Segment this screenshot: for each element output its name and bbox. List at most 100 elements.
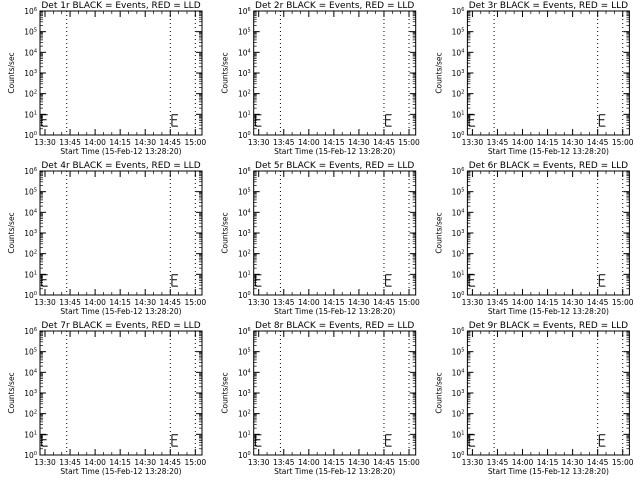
y-tick-label: 101 — [24, 270, 37, 279]
x-axis-label: Start Time (15-Feb-12 13:28:20) — [274, 307, 395, 316]
x-tick-label: 14:15 — [323, 458, 345, 467]
y-axis-label: Counts/sec — [221, 372, 230, 413]
y-tick-label: 104 — [24, 368, 37, 377]
x-tick-label: 14:30 — [348, 298, 370, 307]
x-tick-label: 14:45 — [587, 138, 609, 147]
y-tick-label: 102 — [238, 410, 251, 419]
x-tick-label: 13:45 — [273, 298, 295, 307]
plot-frame — [253, 10, 417, 136]
panel-3: Det 3r BLACK = Events, RED = LLD 100 101 10… — [434, 1, 633, 156]
panel-title: Det 8r BLACK = Events, RED = LLD — [255, 321, 414, 331]
x-tick-label: 13:45 — [59, 138, 81, 147]
panel-title: Det 7r BLACK = Events, RED = LLD — [41, 321, 200, 331]
x-tick-label: 15:00 — [612, 298, 634, 307]
x-tick-label: 15:00 — [612, 138, 634, 147]
x-tick-label: 14:30 — [134, 298, 156, 307]
events-data-mark — [468, 274, 476, 287]
x-tick-label: 13:45 — [487, 138, 509, 147]
y-tick-label: 104 — [452, 368, 465, 377]
panel-title: Det 6r BLACK = Events, RED = LLD — [469, 161, 628, 171]
x-tick-label: 14:45 — [159, 138, 181, 147]
y-tick-label: 106 — [238, 7, 251, 16]
y-tick-label: 100 — [238, 291, 251, 300]
y-axis-label: Counts/sec — [434, 212, 443, 253]
events-data-mark — [468, 434, 476, 447]
events-data-mark — [171, 274, 178, 287]
events-data-mark — [254, 434, 262, 447]
y-tick-label: 103 — [452, 69, 465, 78]
plot-frame — [253, 330, 417, 456]
y-tick-label: 104 — [238, 368, 251, 377]
y-tick-label: 100 — [24, 451, 37, 460]
x-tick-label: 14:00 — [84, 298, 106, 307]
y-tick-label: 100 — [24, 131, 37, 140]
y-axis-label: Counts/sec — [434, 372, 443, 413]
x-tick-label: 13:30 — [462, 298, 484, 307]
x-tick-label: 13:45 — [487, 298, 509, 307]
x-tick-label: 13:30 — [248, 138, 270, 147]
y-tick-label: 105 — [238, 348, 251, 357]
y-axis-label: Counts/sec — [7, 52, 16, 93]
y-tick-label: 106 — [238, 327, 251, 336]
y-tick-label: 106 — [452, 7, 465, 16]
y-tick-label: 105 — [238, 28, 251, 37]
x-tick-label: 14:15 — [537, 298, 559, 307]
events-data-mark — [385, 434, 392, 447]
y-tick-label: 102 — [452, 410, 465, 419]
x-tick-label: 14:15 — [537, 458, 559, 467]
y-axis-label: Counts/sec — [434, 52, 443, 93]
y-tick-label: 101 — [452, 430, 465, 439]
y-tick-label: 105 — [452, 348, 465, 357]
panel-6: Det 6r BLACK = Events, RED = LLD 100 101 10… — [434, 161, 633, 316]
y-tick-label: 101 — [238, 270, 251, 279]
y-tick-label: 106 — [24, 167, 37, 176]
x-tick-label: 14:45 — [373, 298, 395, 307]
y-tick-label: 104 — [452, 48, 465, 57]
panel-title: Det 1r BLACK = Events, RED = LLD — [41, 1, 200, 11]
x-tick-label: 13:30 — [34, 458, 56, 467]
x-axis-label: Start Time (15-Feb-12 13:28:20) — [274, 467, 395, 476]
x-axis-label: Start Time (15-Feb-12 13:28:20) — [60, 147, 181, 156]
x-tick-label: 13:30 — [248, 298, 270, 307]
y-tick-label: 103 — [238, 389, 251, 398]
x-tick-label: 14:15 — [323, 298, 345, 307]
x-tick-label: 15:00 — [398, 298, 420, 307]
events-data-mark — [41, 434, 48, 447]
y-tick-label: 102 — [238, 90, 251, 99]
y-tick-label: 104 — [238, 208, 251, 217]
x-tick-label: 14:30 — [562, 138, 584, 147]
x-tick-label: 14:45 — [373, 458, 395, 467]
y-tick-label: 103 — [24, 69, 37, 78]
x-tick-label: 15:00 — [185, 458, 207, 467]
x-tick-label: 14:45 — [159, 458, 181, 467]
x-tick-label: 13:45 — [487, 458, 509, 467]
y-tick-label: 102 — [24, 90, 37, 99]
y-tick-label: 106 — [452, 327, 465, 336]
y-tick-label: 103 — [238, 229, 251, 238]
x-tick-label: 13:45 — [273, 458, 295, 467]
y-tick-label: 104 — [238, 48, 251, 57]
events-data-mark — [385, 114, 392, 127]
x-axis-label: Start Time (15-Feb-12 13:28:20) — [488, 307, 609, 316]
x-tick-label: 14:45 — [587, 298, 609, 307]
y-tick-label: 103 — [24, 229, 37, 238]
panel-7: Det 7r BLACK = Events, RED = LLD 100 101 10… — [7, 321, 206, 476]
x-tick-label: 14:15 — [109, 298, 131, 307]
x-tick-label: 14:00 — [298, 138, 320, 147]
events-data-mark — [598, 274, 606, 287]
y-tick-label: 105 — [24, 188, 37, 197]
panel-4: Det 4r BLACK = Events, RED = LLD 100 101 10… — [7, 161, 206, 316]
x-tick-label: 14:15 — [109, 138, 131, 147]
events-data-mark — [254, 274, 262, 287]
x-tick-label: 13:45 — [273, 138, 295, 147]
x-tick-label: 15:00 — [398, 458, 420, 467]
y-tick-label: 102 — [24, 250, 37, 259]
events-data-mark — [598, 114, 606, 127]
y-tick-label: 101 — [24, 110, 37, 119]
x-tick-label: 14:00 — [298, 298, 320, 307]
panel-title: Det 4r BLACK = Events, RED = LLD — [41, 161, 200, 171]
y-tick-label: 105 — [452, 28, 465, 37]
events-data-mark — [171, 434, 178, 447]
x-tick-label: 14:00 — [512, 458, 534, 467]
x-axis-label: Start Time (15-Feb-12 13:28:20) — [274, 147, 395, 156]
